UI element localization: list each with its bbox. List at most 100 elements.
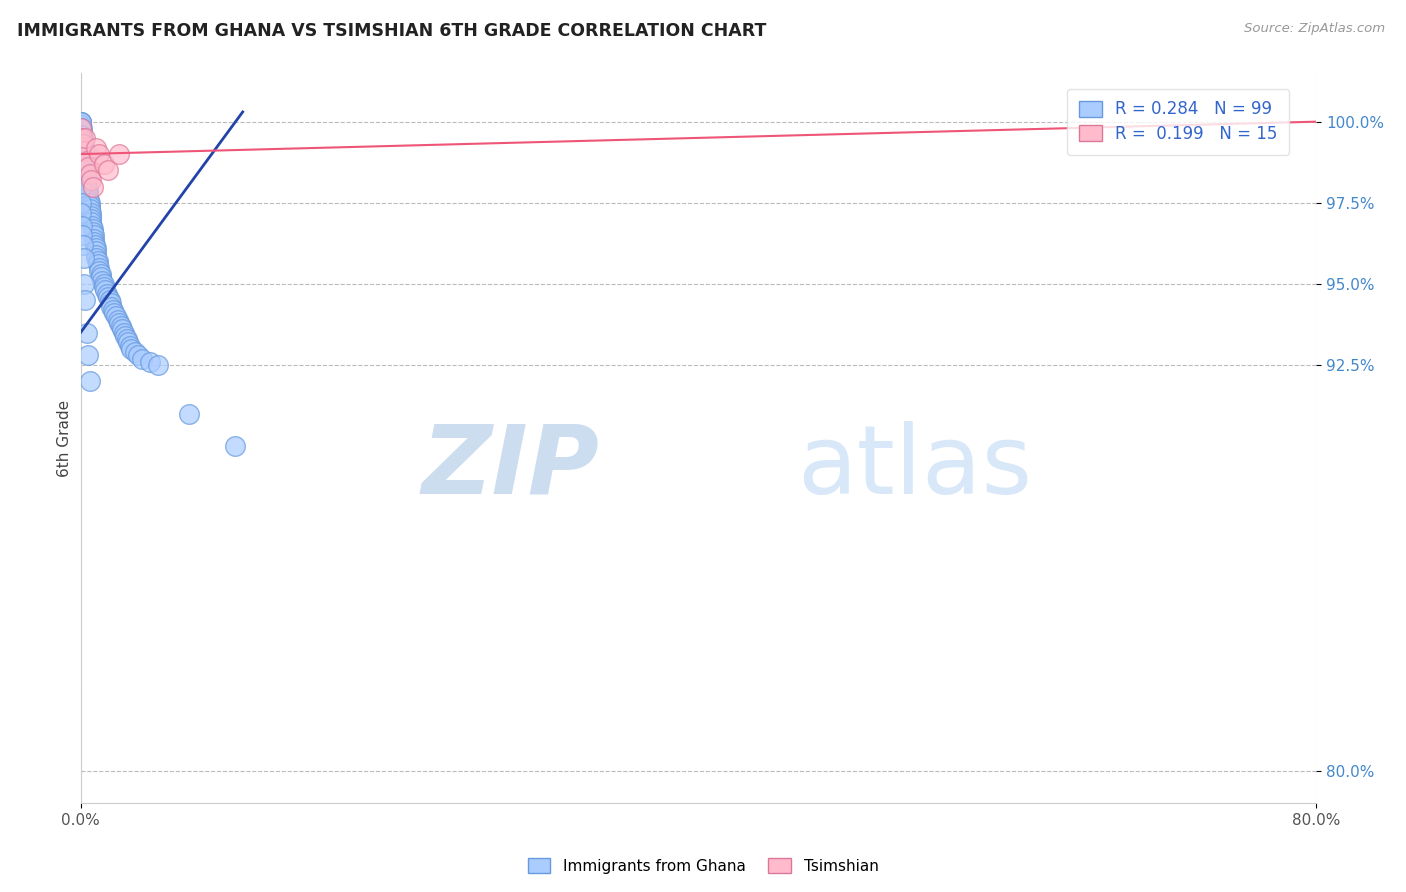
Point [69, 128, 91, 142]
Point [93, 277, 115, 291]
Text: IMMIGRANTS FROM GHANA VS TSIMSHIAN 6TH GRADE CORRELATION CHART: IMMIGRANTS FROM GHANA VS TSIMSHIAN 6TH G… [17, 22, 766, 40]
Point [77, 183, 100, 197]
Point [79, 202, 101, 217]
Point [224, 439, 246, 453]
Point [83, 231, 105, 245]
Point [70, 121, 93, 136]
Point [76, 326, 98, 340]
Point [75, 157, 97, 171]
Point [146, 358, 169, 372]
Point [75, 153, 97, 168]
Point [82, 219, 104, 233]
Point [76, 173, 98, 187]
Point [79, 205, 101, 219]
Text: Source: ZipAtlas.com: Source: ZipAtlas.com [1244, 22, 1385, 36]
Point [103, 306, 125, 320]
Point [101, 302, 124, 317]
Point [100, 300, 122, 314]
Point [90, 270, 112, 285]
Point [73, 150, 96, 164]
Point [131, 351, 153, 366]
Point [69, 153, 91, 168]
Point [70, 205, 93, 219]
Point [77, 147, 100, 161]
Y-axis label: 6th Grade: 6th Grade [58, 400, 72, 476]
Point [72, 238, 94, 252]
Point [72, 144, 94, 158]
Point [75, 160, 97, 174]
Point [105, 310, 128, 324]
Point [111, 322, 134, 336]
Point [76, 177, 98, 191]
Point [77, 189, 100, 203]
Point [82, 225, 104, 239]
Point [73, 147, 96, 161]
Point [84, 244, 107, 259]
Point [70, 118, 93, 132]
Point [69, 163, 91, 178]
Point [76, 179, 98, 194]
Point [84, 248, 107, 262]
Point [80, 212, 103, 227]
Point [114, 329, 136, 343]
Legend: R = 0.284   N = 99, R =  0.199   N = 15: R = 0.284 N = 99, R = 0.199 N = 15 [1067, 88, 1289, 154]
Text: ZIP: ZIP [422, 421, 599, 514]
Point [90, 267, 112, 281]
Point [75, 167, 97, 181]
Point [115, 332, 138, 346]
Point [121, 342, 143, 356]
Point [72, 131, 94, 145]
Point [69, 179, 91, 194]
Point [87, 147, 110, 161]
Point [69, 121, 91, 136]
Point [80, 173, 103, 187]
Point [139, 355, 162, 369]
Point [82, 179, 104, 194]
Point [118, 338, 141, 352]
Point [93, 157, 115, 171]
Point [76, 153, 98, 168]
Point [107, 312, 129, 326]
Point [97, 163, 120, 178]
Point [79, 167, 101, 181]
Legend: Immigrants from Ghana, Tsimshian: Immigrants from Ghana, Tsimshian [522, 852, 884, 880]
Point [86, 257, 108, 271]
Point [117, 335, 139, 350]
Point [70, 195, 93, 210]
Point [87, 264, 110, 278]
Point [79, 195, 101, 210]
Point [70, 131, 93, 145]
Point [124, 345, 146, 359]
Point [77, 348, 100, 362]
Point [84, 241, 107, 255]
Point [70, 121, 93, 136]
Point [77, 160, 100, 174]
Point [75, 293, 97, 308]
Point [94, 284, 117, 298]
Point [72, 137, 94, 152]
Point [72, 251, 94, 265]
Point [69, 134, 91, 148]
Point [177, 407, 200, 421]
Point [98, 293, 121, 308]
Point [84, 251, 107, 265]
Point [96, 286, 118, 301]
Point [83, 235, 105, 249]
Point [70, 124, 93, 138]
Point [75, 163, 97, 178]
Point [76, 169, 98, 184]
Point [70, 114, 93, 128]
Point [72, 144, 94, 158]
Point [72, 134, 94, 148]
Point [108, 316, 131, 330]
Point [84, 238, 107, 252]
Point [79, 374, 101, 388]
Point [93, 280, 115, 294]
Point [77, 186, 100, 200]
Point [69, 114, 91, 128]
Point [86, 254, 108, 268]
Point [72, 141, 94, 155]
Point [70, 219, 93, 233]
Point [84, 141, 107, 155]
Point [69, 141, 91, 155]
